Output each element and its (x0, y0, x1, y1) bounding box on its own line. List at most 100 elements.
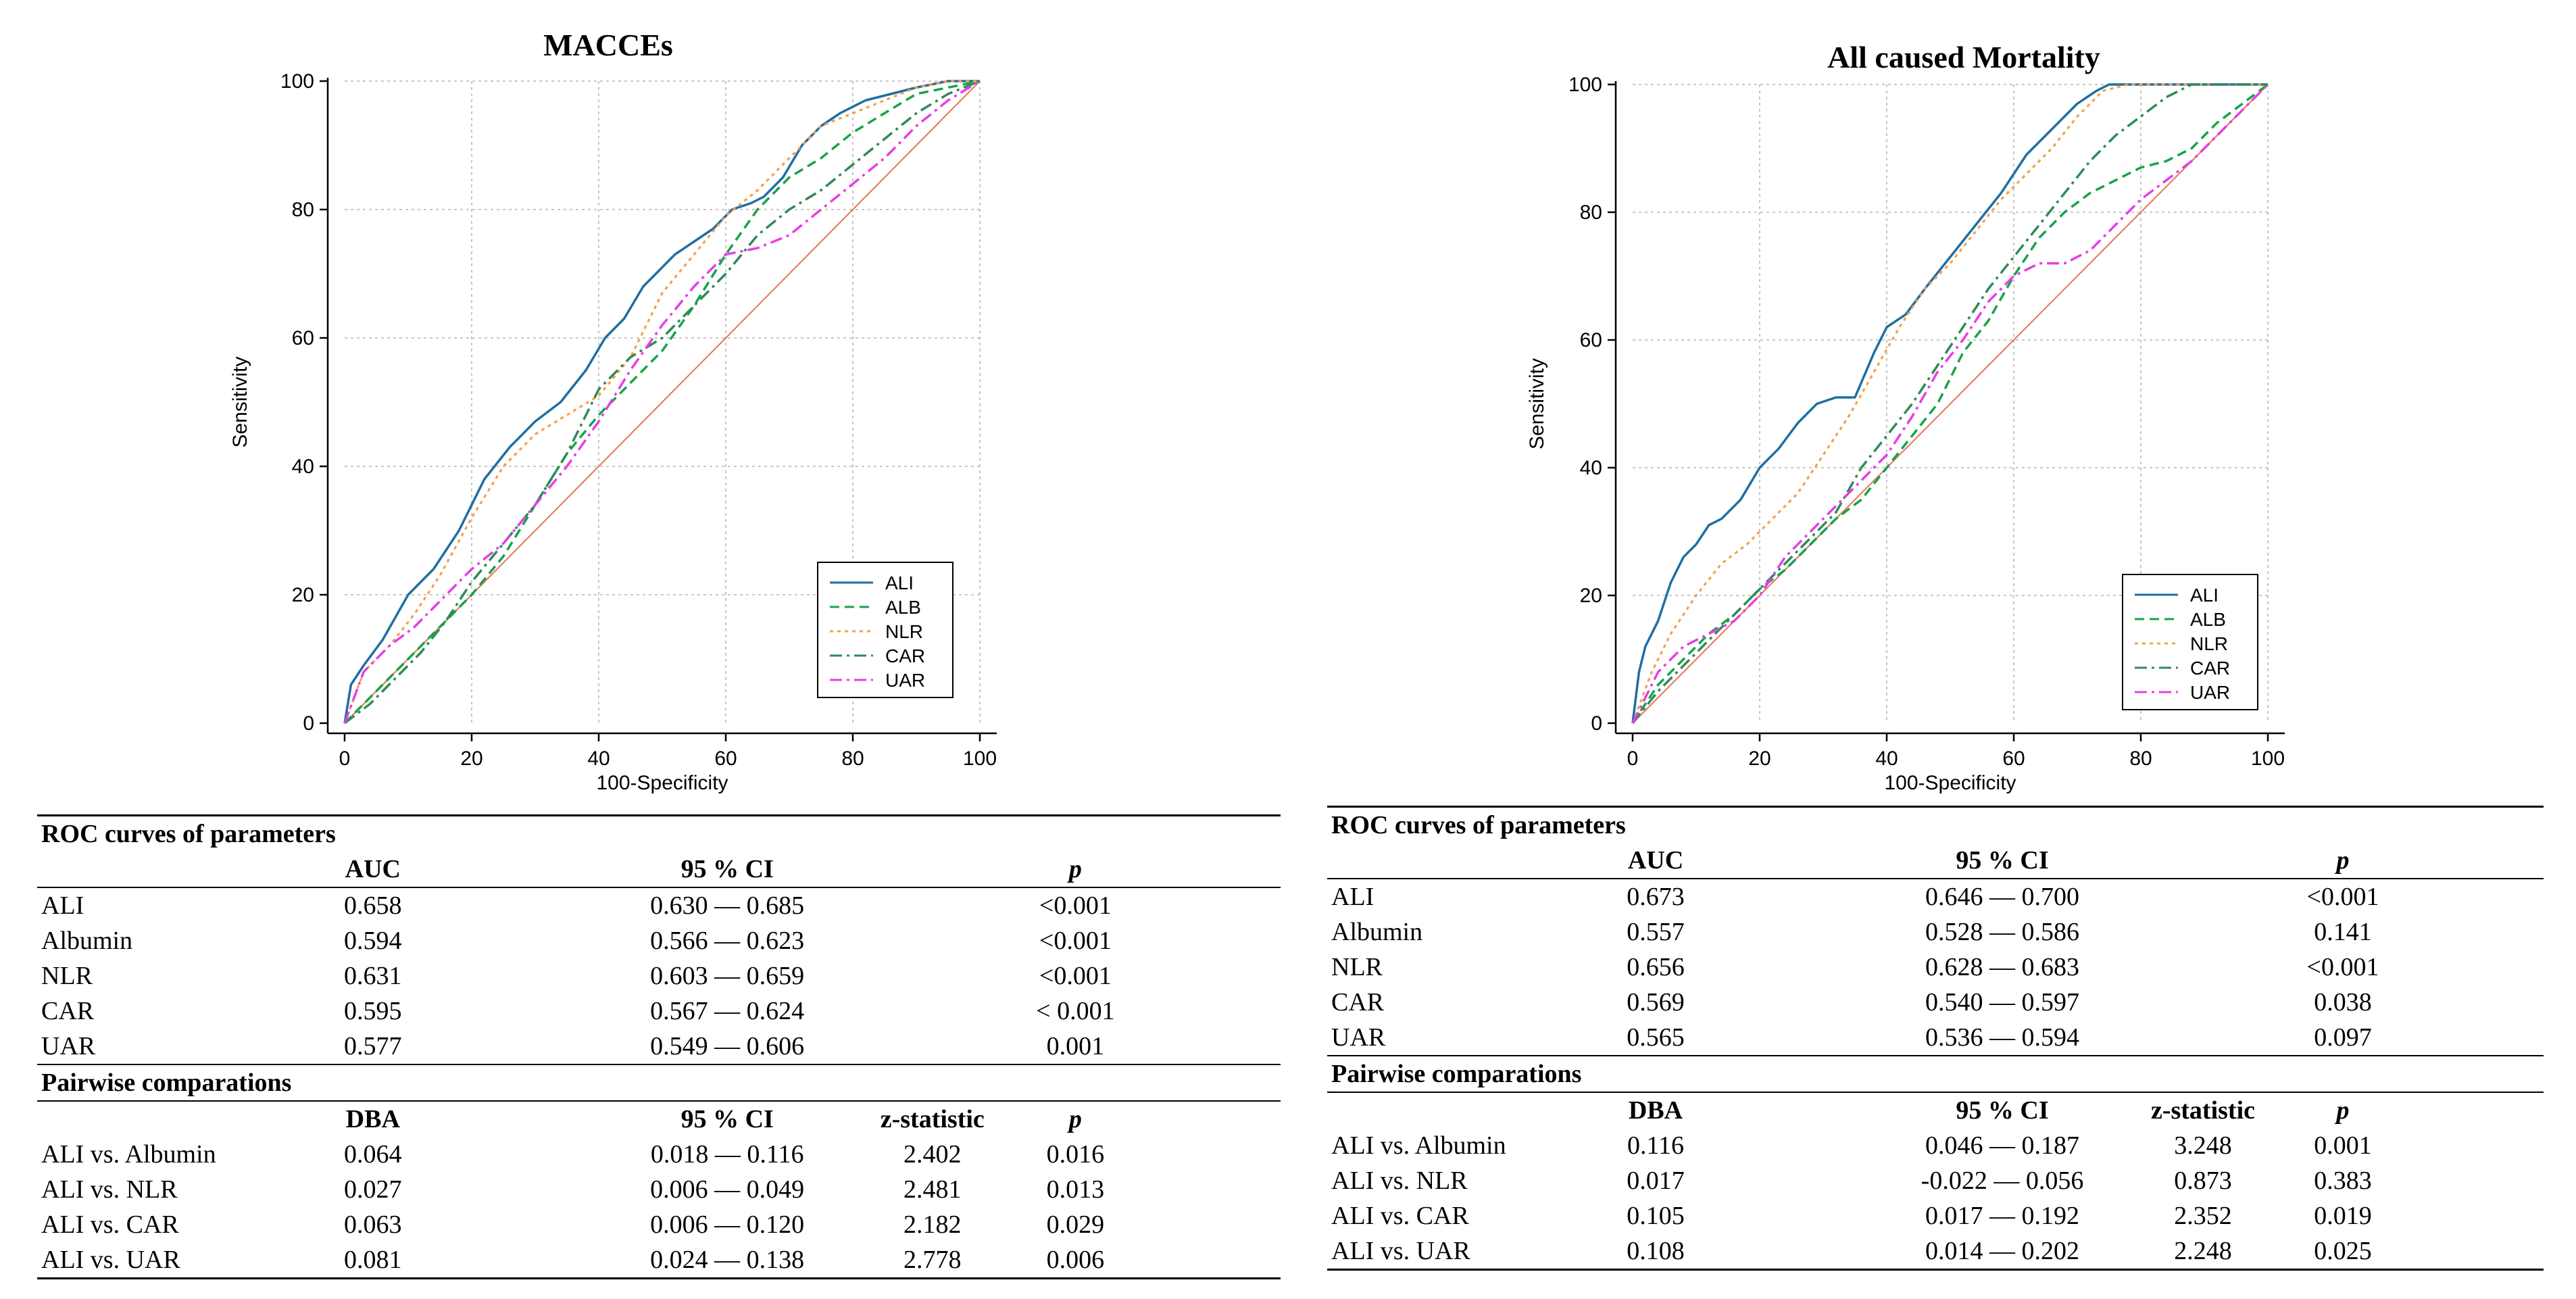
z-statistic-value: 2.248 (2130, 1233, 2276, 1271)
spacer (858, 958, 1007, 994)
roc-table-row: NLR 0.631 0.603 — 0.659 <0.001 (37, 958, 1281, 994)
legend-label-alb: ALB (2190, 609, 2226, 630)
x-tick-label: 20 (460, 747, 482, 770)
spacer (858, 1029, 1008, 1065)
pair-header-z: z-statistic (2150, 1096, 2256, 1125)
spacer (1144, 887, 1281, 923)
p-value: < 0.001 (1036, 997, 1115, 1025)
spacer (2130, 950, 2276, 985)
dba-value: 0.108 (1570, 1233, 1741, 1271)
y-tick-label: 60 (292, 327, 314, 349)
p-value: 0.383 (2314, 1167, 2372, 1195)
roc-curve-ali (343, 80, 980, 724)
ci-value: 0.628 — 0.683 (1925, 953, 2079, 981)
parameter-name: NLR (41, 962, 93, 990)
legend-label-nlr: NLR (885, 621, 923, 642)
chart-title: MACCEs (543, 28, 673, 62)
pair-header-blank3 (2410, 1092, 2544, 1128)
spacer (460, 1242, 597, 1279)
ci-value: 0.017 — 0.192 (1925, 1202, 2079, 1230)
spacer (2410, 985, 2544, 1020)
dba-value: 0.064 (344, 1140, 402, 1169)
spacer (1741, 985, 1875, 1020)
pair-header-z: z-statistic (880, 1105, 985, 1133)
p-value: 0.097 (2276, 1020, 2410, 1056)
legend-label-ali: ALI (2190, 585, 2219, 606)
roc-header-blank (37, 852, 286, 888)
p-value: 0.001 (1007, 1029, 1144, 1065)
ci-value: 0.646 — 0.700 (1925, 883, 2079, 911)
x-tick-label: 40 (587, 747, 610, 770)
pair-header-ci: 95 % CI (680, 1105, 774, 1133)
roc-header-blank2 (460, 852, 597, 888)
z-statistic-value: 2.778 (858, 1242, 1008, 1279)
comparison-name: ALI vs. UAR (37, 1242, 286, 1279)
auc-value: 0.595 (344, 997, 402, 1025)
ci-value: 0.014 — 0.202 (1875, 1233, 2130, 1271)
roc-table-row: NLR 0.656 0.628 — 0.683 <0.001 (1327, 950, 2544, 985)
roc-header-blank3 (858, 852, 1008, 888)
ci-value: 0.540 — 0.597 (1925, 988, 2079, 1016)
roc-table-row: ALI 0.658 0.630 — 0.685 <0.001 (37, 887, 1281, 923)
y-tick-label: 0 (1591, 712, 1602, 735)
z-statistic-value: 2.481 (903, 1175, 962, 1204)
pairwise-section-title: Pairwise comparations (37, 1064, 1281, 1102)
auc-value: 0.656 (1627, 953, 1685, 981)
y-tick-label: 80 (292, 199, 314, 221)
spacer (858, 994, 1007, 1029)
p-value: <0.001 (1039, 891, 1112, 920)
roc-section-title: ROC curves of parameters (37, 814, 1281, 852)
roc-header-blank4 (1143, 852, 1281, 888)
roc-section-heading: ROC curves of parameters (1327, 806, 2544, 843)
pair-header-dba: DBA (1628, 1096, 1683, 1125)
parameter-name: NLR (1331, 953, 1383, 981)
comparison-name: ALI vs. CAR (1331, 1202, 1469, 1230)
x-tick-label: 40 (1875, 747, 1898, 770)
parameter-name: ALI (1331, 883, 1374, 911)
ci-value: 0.006 — 0.120 (650, 1210, 805, 1239)
p-value: 0.019 (2314, 1202, 2372, 1230)
dba-value: 0.017 (1627, 1167, 1685, 1195)
parameter-name: UAR (1327, 1020, 1570, 1056)
x-tick-label: 80 (841, 747, 864, 770)
spacer (1144, 1137, 1281, 1172)
x-axis-title: 100-Specificity (596, 772, 728, 794)
y-tick-label: 100 (280, 70, 314, 93)
auc-value: 0.569 (1627, 988, 1685, 1016)
comparison-name: ALI vs. CAR (41, 1210, 179, 1239)
ci-value: 0.603 — 0.659 (650, 962, 805, 990)
pair-header-p: p (1068, 1105, 1082, 1133)
pairwise-table-row: ALI vs. Albumin 0.064 0.018 — 0.116 2.402 0.… (37, 1137, 1281, 1172)
roc-table-row: UAR 0.565 0.536 — 0.594 0.097 (1327, 1020, 2544, 1056)
pair-header-blank2 (460, 1101, 597, 1137)
pairwise-table-row: ALI vs. CAR 0.105 0.017 — 0.192 2.352 0.019 (1327, 1198, 2544, 1233)
comparison-name: ALI vs. NLR (41, 1175, 178, 1204)
pairwise-section-heading: Pairwise comparations (37, 1064, 1281, 1102)
spacer (1741, 1233, 1875, 1271)
parameter-name: CAR (41, 997, 95, 1025)
pair-header-dba: DBA (345, 1105, 400, 1133)
y-axis-title: Sensitivity (229, 356, 251, 447)
spacer (2130, 1020, 2276, 1056)
pair-header-p: p (2336, 1096, 2350, 1125)
pair-header-blank (37, 1101, 286, 1137)
macces-panel: MACCEs 0 20 40 60 80 100 0 20 40 60 80 100 100-Specif… (37, 28, 1281, 1279)
pairwise-table-row: ALI vs. NLR 0.017 -0.022 — 0.056 0.873 0.383 (1327, 1163, 2544, 1198)
spacer (460, 923, 597, 958)
legend-label-ali: ALI (885, 572, 914, 593)
roc-curve-uar (343, 80, 981, 724)
spacer (460, 1137, 597, 1172)
z-statistic-value: 0.873 (2174, 1167, 2232, 1195)
pairwise-section-heading: Pairwise comparations (1327, 1056, 2544, 1093)
roc-table-row: CAR 0.595 0.567 — 0.624 < 0.001 (37, 994, 1281, 1029)
spacer (2410, 879, 2544, 914)
spacer (1144, 1172, 1281, 1207)
legend-box (817, 562, 953, 698)
parameter-name: UAR (37, 1029, 286, 1065)
roc-table-row: Albumin 0.557 0.528 — 0.586 0.141 (1327, 914, 2544, 950)
roc-section-title: ROC curves of parameters (1327, 806, 2544, 843)
x-tick-label: 60 (2002, 747, 2025, 770)
y-tick-label: 20 (1580, 585, 1602, 607)
ci-value: 0.567 — 0.624 (650, 997, 805, 1025)
spacer (2130, 914, 2276, 950)
